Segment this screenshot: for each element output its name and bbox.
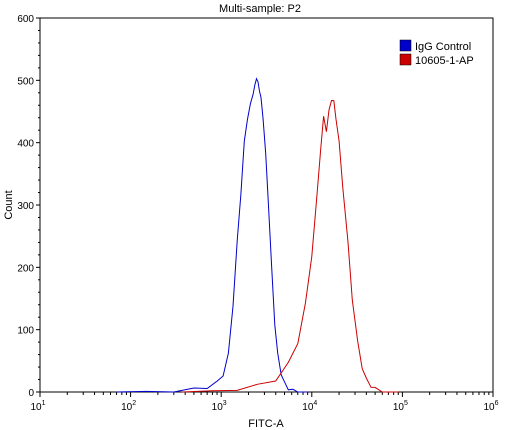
legend: IgG Control 10605-1-AP — [399, 39, 474, 67]
plot-area — [39, 17, 494, 393]
chart-title: Multi-sample: P2 — [219, 3, 301, 15]
y-tick-label: 600 — [17, 14, 34, 25]
y-tick-label: 500 — [17, 76, 34, 87]
y-tick-label: 300 — [17, 201, 34, 212]
y-tick-label: 0 — [28, 388, 34, 399]
series-line-1 — [182, 99, 399, 393]
x-tick-label: 103 — [212, 400, 227, 413]
legend-label: IgG Control — [415, 41, 471, 53]
x-tick-label: 102 — [121, 400, 136, 413]
y-axis: 0 100 200 300 400 500 600 — [17, 14, 40, 399]
legend-swatch — [399, 53, 412, 66]
x-tick-label: 106 — [483, 400, 498, 413]
series-group — [116, 77, 399, 393]
y-tick-label: 400 — [17, 139, 34, 150]
y-tick-label: 200 — [17, 263, 34, 274]
legend-swatch — [399, 39, 412, 52]
x-axis: 101 102 103 104 105 106 — [30, 392, 499, 413]
x-tick-label: 101 — [30, 400, 45, 413]
x-tick-label: 105 — [393, 400, 408, 413]
y-axis-label: Count — [3, 190, 15, 219]
x-tick-label: 104 — [302, 400, 317, 413]
legend-label: 10605-1-AP — [415, 55, 474, 67]
series-line-0 — [116, 77, 308, 393]
x-axis-label: FITC-A — [248, 418, 284, 430]
y-tick-label: 100 — [17, 326, 34, 337]
